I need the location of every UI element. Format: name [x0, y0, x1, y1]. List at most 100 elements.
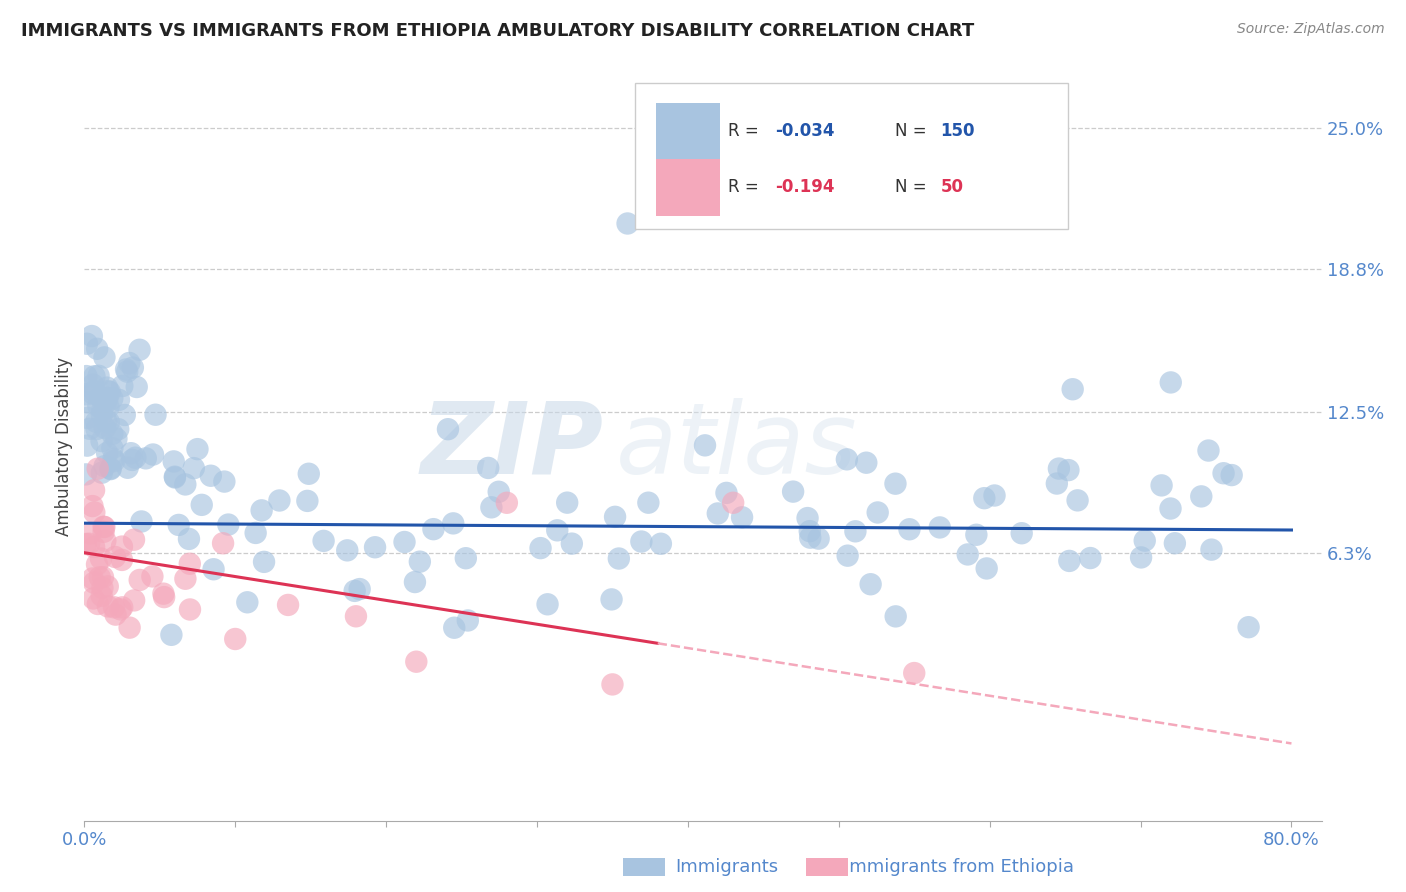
Point — [86, 422, 108, 436]
Point — [602, 677, 624, 691]
Point — [253, 555, 276, 569]
FancyBboxPatch shape — [657, 160, 720, 216]
Point — [186, 442, 208, 457]
Y-axis label: Ambulatory Disability: Ambulatory Disability — [55, 357, 73, 535]
Point — [1130, 550, 1153, 565]
Point — [160, 628, 183, 642]
Point — [83, 384, 105, 398]
Point — [75, 387, 97, 401]
Point — [555, 496, 578, 510]
Point — [121, 453, 143, 467]
Point — [903, 666, 925, 681]
Point — [721, 496, 744, 510]
Point — [561, 536, 583, 550]
Point — [79, 526, 101, 541]
Point — [443, 621, 465, 635]
Text: ZIP: ZIP — [420, 398, 605, 494]
Point — [77, 395, 100, 409]
Point — [616, 217, 638, 231]
Point — [782, 484, 804, 499]
Point — [122, 593, 145, 607]
Point — [96, 391, 118, 405]
Point — [1237, 620, 1260, 634]
Point — [1201, 542, 1223, 557]
Point — [859, 577, 882, 591]
Point — [96, 381, 118, 395]
Point — [163, 454, 186, 468]
Point — [174, 572, 197, 586]
Point — [91, 402, 114, 417]
Point — [799, 531, 821, 545]
Point — [111, 540, 134, 554]
Point — [86, 558, 108, 572]
Point — [84, 415, 107, 429]
Point — [87, 597, 110, 611]
Text: 50: 50 — [941, 178, 963, 196]
Point — [200, 468, 222, 483]
Point — [94, 533, 117, 548]
Point — [297, 494, 319, 508]
Point — [83, 483, 105, 498]
Point — [190, 498, 212, 512]
Point — [118, 356, 141, 370]
Point — [1212, 467, 1234, 481]
Text: IMMIGRANTS VS IMMIGRANTS FROM ETHIOPIA AMBULATORY DISABILITY CORRELATION CHART: IMMIGRANTS VS IMMIGRANTS FROM ETHIOPIA A… — [21, 22, 974, 40]
Point — [128, 573, 150, 587]
Point — [97, 384, 120, 398]
Point — [101, 441, 124, 455]
Point — [336, 543, 359, 558]
Point — [142, 448, 165, 462]
Point — [97, 599, 120, 614]
Point — [105, 432, 128, 446]
Point — [441, 516, 464, 531]
Point — [104, 549, 127, 564]
Point — [224, 632, 246, 646]
Point — [80, 329, 103, 343]
Point — [298, 467, 321, 481]
Point — [1198, 443, 1220, 458]
Point — [1047, 461, 1070, 475]
Point — [236, 595, 259, 609]
Point — [405, 655, 427, 669]
Point — [976, 561, 998, 575]
Point — [114, 408, 136, 422]
Point — [277, 598, 299, 612]
Point — [135, 451, 157, 466]
Point — [87, 399, 110, 413]
Point — [807, 532, 830, 546]
Point — [1164, 536, 1187, 550]
Point — [101, 426, 124, 441]
Text: 150: 150 — [941, 122, 974, 140]
Point — [97, 579, 120, 593]
Point — [835, 452, 858, 467]
Text: atlas: atlas — [616, 398, 858, 494]
Point — [76, 411, 98, 425]
Point — [93, 520, 115, 534]
Point — [94, 414, 117, 428]
Text: N =: N = — [894, 122, 932, 140]
Point — [928, 520, 950, 534]
Point — [731, 510, 754, 524]
Point — [1062, 382, 1084, 396]
Point — [83, 369, 105, 384]
Text: R =: R = — [728, 122, 763, 140]
Point — [101, 392, 124, 406]
Point — [404, 575, 426, 590]
Text: -0.034: -0.034 — [775, 122, 834, 140]
Point — [90, 466, 112, 480]
Point — [799, 524, 821, 538]
Point — [217, 517, 239, 532]
Point — [103, 451, 125, 466]
Point — [82, 387, 104, 401]
Point — [90, 434, 112, 448]
Text: -0.194: -0.194 — [775, 178, 834, 196]
Point — [312, 533, 335, 548]
Point — [637, 496, 659, 510]
Point — [82, 571, 104, 585]
Point — [93, 351, 115, 365]
Point — [93, 520, 115, 534]
Point — [973, 491, 995, 505]
Point — [716, 486, 738, 500]
Point — [884, 609, 907, 624]
Point — [117, 365, 139, 379]
